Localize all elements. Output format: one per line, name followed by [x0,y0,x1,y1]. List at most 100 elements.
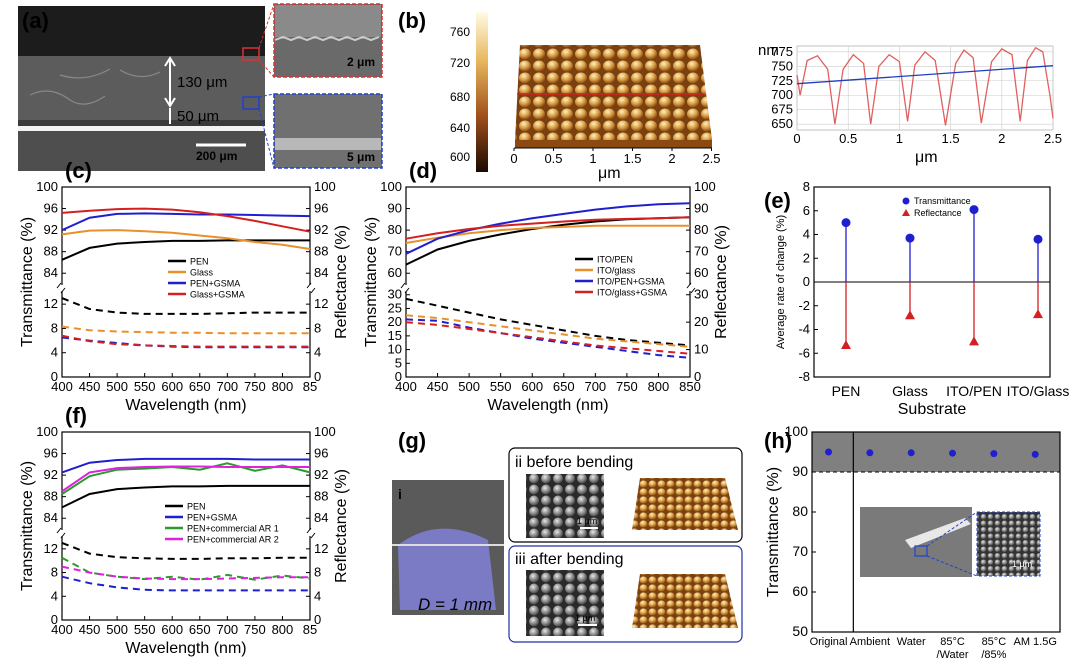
d-legend-entry: ITO/PEN+GSMA [597,277,665,287]
panel-a-label: (a) [22,8,49,33]
d-ytick-bottom: 25 [388,300,402,315]
afm-tick-label: 2 [668,151,675,166]
e-ytick: -6 [798,345,810,360]
photo-label: i [398,486,402,502]
thickness-130: 130 μm [177,74,227,91]
d-T-ITO-PEN-GSMA [405,202,691,255]
h-ytick: 90 [792,463,808,479]
panel-b: (b) 760 720 680 640 600 0 0.5 1 1.5 2 2.5 μm [398,8,721,182]
f-legend-entry: PEN+commercial AR 2 [187,535,279,545]
colorbar-tick: 720 [450,56,470,70]
e-legend-entry: Transmittance [914,196,971,206]
e-ytick: 6 [803,203,810,218]
photo-caption: D = 1 mm [418,595,492,614]
f-xlabel: Wavelength (nm) [125,640,246,657]
d-ytick-bottom: 20 [388,314,402,329]
zoom-line-top-1 [258,3,275,49]
d-xtick: 450 [427,379,449,394]
d-y2tick-bottom: 20 [694,314,708,329]
f-T-PEN-commercial-AR-1 [61,462,311,495]
d-xlabel: Wavelength (nm) [487,397,608,414]
e-marker-transmittance [905,233,915,243]
h-panel-label: (h) [764,428,792,453]
c-frame [61,186,311,378]
f-panel-label: (f) [65,403,87,428]
c-legend-entry: PEN+GSMA [190,279,240,289]
c-xtick: 400 [51,379,73,394]
d-ytick-top: 100 [380,179,402,194]
c-xtick: 800 [272,379,294,394]
afm-tick-label: 0.5 [544,151,562,166]
h-inset-scale-label: 1 μm [1012,559,1032,569]
c-T-Glass-GSMA [61,207,311,233]
c-ytick-top: 84 [44,265,58,280]
c-ytick-bottom: 0 [51,369,58,384]
c-xtick: 550 [134,379,156,394]
e-legend-entry: Reflectance [914,208,962,218]
c-ytick-top: 88 [44,244,58,259]
h-point [1031,450,1039,458]
c-y2tick-bottom: 4 [314,345,321,360]
profile-series-height-profile [796,46,1054,126]
d-ytick-top: 60 [388,265,402,280]
profile-ytick: 775 [771,44,793,59]
before-bending-label: ii before bending [515,454,633,471]
h-point [866,449,874,457]
chart-d: (d)400 450 500 550 600 650 700 750 800 850Wavelen… [363,158,730,414]
d-xtick: 650 [553,379,575,394]
c-break-mark-right [306,282,316,294]
d-xtick: 550 [490,379,512,394]
h-ytick: 100 [785,423,809,439]
h-inset-sem [976,511,1041,577]
e-marker-reflectance [969,336,979,346]
d-y2tick-top: 60 [694,265,708,280]
c-y2tick-bottom: 0 [314,369,321,384]
d-y2tick-top: 70 [694,244,708,259]
c-legend-entry: Glass [190,268,214,278]
e-marker-reflectance [905,310,915,320]
after-bending-label: iii after bending [515,551,624,568]
f-T-PEN-GSMA [61,457,310,474]
profile-xtick: 2.5 [1044,131,1062,146]
e-marker-transmittance [969,205,979,215]
h-category-label: Original [810,636,848,648]
d-y2tick-bottom: 10 [694,342,708,357]
c-y2tick-bottom: 8 [314,320,321,335]
f-R-PEN-commercial-AR-2 [61,565,310,581]
d-y2tick-top: 100 [694,179,716,194]
e-marker-transmittance [841,218,851,228]
f-legend-entry: PEN+GSMA [187,513,237,523]
e-ytick: -4 [798,322,810,337]
f-ytick-bottom: 0 [51,612,58,627]
c-xtick: 750 [244,379,266,394]
bent-film [398,528,496,610]
c-break-mark [56,282,66,294]
f-frame [61,431,311,621]
f-ytick-top: 92 [44,467,58,482]
d-ytick-bottom: 5 [395,355,402,370]
e-panel-label: (e) [764,188,791,213]
d-ylabel: Transmittance (%) [363,217,380,347]
f-y2label: Reflectance (%) [333,469,350,583]
d-y2tick-bottom: 30 [694,287,708,302]
afm-axis-ticks: 0 0.5 1 1.5 2 2.5 [510,148,721,166]
chart-e: (e) 8 6 4 2 0 -2 -4 -6 -8 Average rate of change (… [764,179,1069,418]
f-ytick-bottom: 8 [51,565,58,580]
zoom-line-bottom-1 [258,93,275,98]
f-xtick: 600 [161,622,183,637]
d-frame [405,186,691,378]
f-break-mask-left [56,530,68,536]
e-ytick: 4 [803,227,810,242]
thickness-50: 50 μm [177,108,219,125]
colorbar-ticks: 760 720 680 640 600 [450,25,470,164]
d-y2tick-top: 90 [694,201,708,216]
f-y2tick-bottom: 12 [314,541,328,556]
zoom-top-edge [274,35,380,42]
e-category-label: ITO/Glass [1007,383,1070,399]
chart-f: (f)400 450 500 550 600 650 700 750 800 85Waveleng… [19,403,350,657]
d-ytick-top: 80 [388,222,402,237]
e-marker-reflectance [841,339,851,349]
h-point [990,450,998,458]
d-xtick: 750 [616,379,638,394]
